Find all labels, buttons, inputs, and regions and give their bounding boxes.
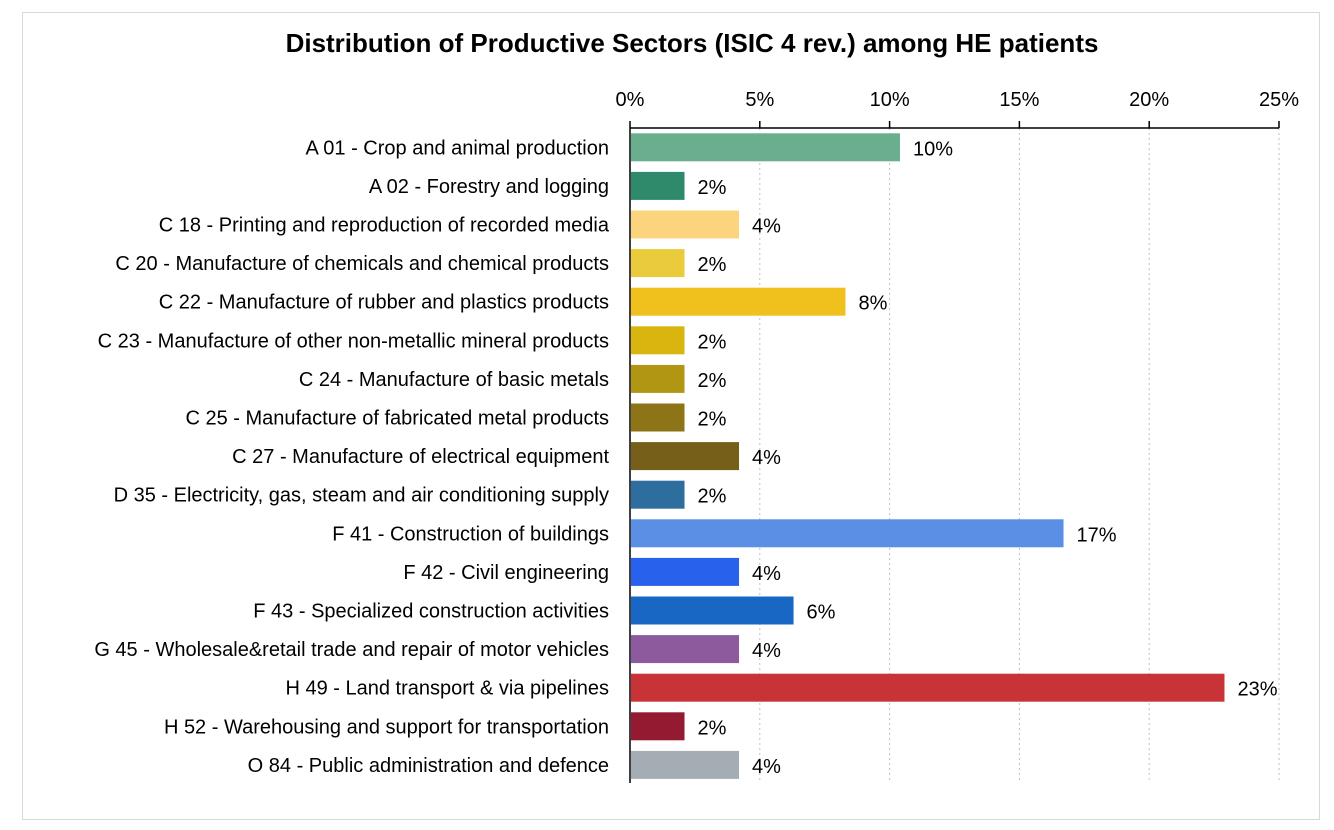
category-label: A 01 - Crop and animal production: [305, 137, 609, 159]
category-label: C 18 - Printing and reproduction of reco…: [159, 215, 610, 237]
bar: [631, 557, 740, 586]
category-label: H 49 - Land transport & via pipelines: [285, 678, 609, 700]
category-label: C 22 - Manufacture of rubber and plastic…: [159, 292, 609, 314]
bar: [631, 210, 740, 239]
bar: [631, 442, 740, 471]
x-tick-label: 10%: [870, 89, 910, 111]
category-label: F 41 - Construction of buildings: [332, 523, 609, 545]
value-label: 23%: [1237, 679, 1277, 701]
category-label: C 24 - Manufacture of basic metals: [299, 369, 609, 391]
x-tick-label: 5%: [745, 89, 774, 111]
value-label: 4%: [752, 216, 781, 238]
bar: [631, 480, 685, 509]
value-label: 2%: [698, 254, 727, 276]
labels: 0% 5% 10% 15% 20% 25% A 01 - Crop and animal p…: [94, 89, 1299, 778]
axes: [629, 121, 1280, 783]
category-label: H 52 - Warehousing and support for trans…: [164, 716, 609, 738]
bar: [631, 364, 685, 393]
bar: [631, 596, 794, 625]
value-label: 4%: [752, 756, 781, 778]
category-label: C 20 - Manufacture of chemicals and chem…: [115, 253, 609, 275]
value-label: 2%: [698, 370, 727, 392]
bar: [631, 249, 685, 278]
value-label: 6%: [807, 602, 836, 624]
value-label: 17%: [1077, 524, 1117, 546]
value-label: 4%: [752, 447, 781, 469]
x-tick-label: 25%: [1259, 89, 1299, 111]
category-label: C 23 - Manufacture of other non-metallic…: [98, 330, 609, 352]
category-label: F 42 - Civil engineering: [403, 562, 609, 584]
bar: [631, 133, 900, 162]
value-label: 2%: [698, 331, 727, 353]
bars: [631, 133, 1225, 779]
value-label: 10%: [913, 138, 953, 160]
category-label: O 84 - Public administration and defence: [248, 755, 609, 777]
bar: [631, 519, 1064, 548]
x-tick-label: 0%: [616, 89, 645, 111]
value-label: 2%: [698, 177, 727, 199]
category-label: F 43 - Specialized construction activiti…: [253, 601, 609, 623]
category-label: C 25 - Manufacture of fabricated metal p…: [185, 408, 609, 430]
bar: [631, 171, 685, 200]
value-label: 4%: [752, 640, 781, 662]
chart-title: Distribution of Productive Sectors (ISIC…: [286, 28, 1099, 58]
value-label: 8%: [858, 293, 887, 315]
category-label: G 45 - Wholesale&retail trade and repair…: [94, 639, 609, 661]
value-label: 2%: [698, 717, 727, 739]
x-tick-label: 15%: [999, 89, 1039, 111]
category-label: A 02 - Forestry and logging: [369, 176, 609, 198]
value-label: 4%: [752, 563, 781, 585]
bar: [631, 287, 846, 316]
bar: [631, 673, 1225, 702]
category-label: D 35 - Electricity, gas, steam and air c…: [114, 485, 609, 507]
value-label: 2%: [698, 486, 727, 508]
category-label: C 27 - Manufacture of electrical equipme…: [232, 446, 609, 468]
bar: [631, 635, 740, 664]
bar: [631, 750, 740, 779]
x-tick-label: 20%: [1129, 89, 1169, 111]
value-label: 2%: [698, 409, 727, 431]
bar: [631, 326, 685, 355]
bar: [631, 712, 685, 741]
bar: [631, 403, 685, 432]
